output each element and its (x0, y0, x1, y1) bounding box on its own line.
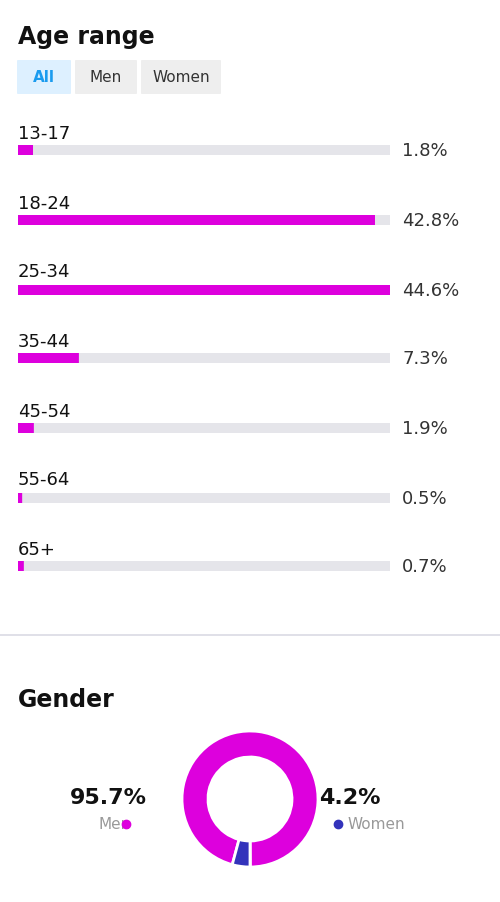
Text: 13-17: 13-17 (18, 124, 70, 143)
Bar (18, 286, 390, 296)
Text: All: All (33, 70, 55, 86)
Text: 95.7%: 95.7% (70, 787, 146, 807)
Bar (18, 493, 390, 503)
Bar (0, 636, 500, 902)
FancyBboxPatch shape (18, 424, 34, 434)
FancyBboxPatch shape (18, 146, 33, 156)
Text: 18-24: 18-24 (18, 195, 70, 213)
Bar (18, 424, 390, 434)
FancyBboxPatch shape (18, 354, 79, 364)
Text: 45-54: 45-54 (18, 402, 70, 420)
Bar (18, 561, 390, 571)
Text: 7.3%: 7.3% (402, 350, 448, 368)
Text: Men: Men (98, 816, 130, 832)
Text: 35-44: 35-44 (18, 333, 70, 351)
Bar (18, 354, 390, 364)
Text: 42.8%: 42.8% (402, 212, 459, 230)
Text: Women: Women (152, 70, 210, 86)
FancyBboxPatch shape (18, 561, 24, 571)
Text: 1.9%: 1.9% (402, 419, 448, 437)
Text: Women: Women (348, 816, 406, 832)
Wedge shape (232, 840, 250, 867)
FancyBboxPatch shape (18, 216, 375, 226)
Text: 44.6%: 44.6% (402, 281, 459, 299)
Text: 4.2%: 4.2% (320, 787, 381, 807)
Bar (18, 146, 390, 156)
Bar (0, 0, 500, 634)
Text: 25-34: 25-34 (18, 262, 70, 281)
Text: 1.8%: 1.8% (402, 142, 448, 160)
FancyBboxPatch shape (18, 286, 390, 296)
FancyBboxPatch shape (18, 493, 22, 503)
Text: 0.7%: 0.7% (402, 557, 448, 575)
Text: Age range: Age range (18, 25, 154, 49)
Wedge shape (182, 732, 318, 867)
Text: Gender: Gender (18, 687, 115, 711)
Bar (0, 634, 500, 636)
Bar (18, 216, 390, 226)
FancyBboxPatch shape (75, 61, 137, 95)
Text: 55-64: 55-64 (18, 471, 70, 489)
FancyBboxPatch shape (17, 61, 71, 95)
Text: Men: Men (90, 70, 122, 86)
FancyBboxPatch shape (141, 61, 221, 95)
Text: 65+: 65+ (18, 540, 56, 558)
Text: 0.5%: 0.5% (402, 490, 448, 508)
